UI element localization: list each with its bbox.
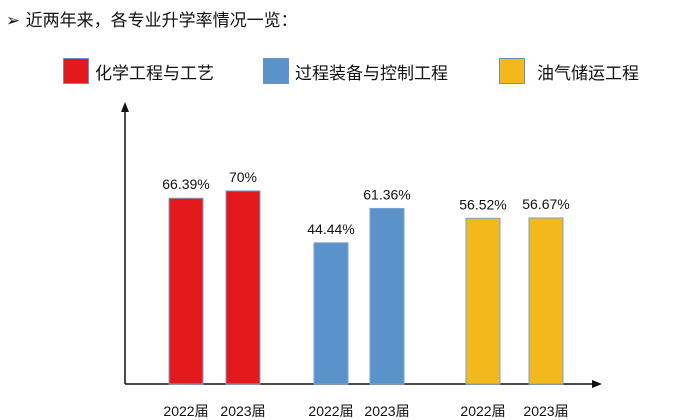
data-label: 56.52% bbox=[459, 196, 506, 212]
x-tick-label: 2022届 bbox=[460, 403, 505, 419]
legend-swatch bbox=[499, 58, 525, 84]
legend-swatch bbox=[63, 58, 89, 84]
data-label: 61.36% bbox=[363, 186, 410, 202]
y-axis-arrow-icon bbox=[121, 102, 129, 112]
legend-label: 化学工程与工艺 bbox=[95, 63, 214, 84]
data-label: 70% bbox=[229, 169, 257, 185]
x-tick-label: 2023届 bbox=[523, 403, 568, 419]
legend-label: 油气储运工程 bbox=[537, 63, 639, 84]
legend-item-oilgas: 油气储运工程 bbox=[499, 58, 639, 84]
x-tick-label: 2022届 bbox=[163, 403, 208, 419]
legend-swatch bbox=[263, 58, 289, 84]
data-label: 66.39% bbox=[162, 176, 209, 192]
legend-item-chemical: 化学工程与工艺 bbox=[63, 58, 214, 84]
legend-item-process: 过程装备与控制工程 bbox=[263, 58, 448, 84]
x-axis-arrow-icon bbox=[592, 380, 602, 388]
x-tick-label: 2023届 bbox=[364, 403, 409, 419]
legend-label: 过程装备与控制工程 bbox=[295, 63, 448, 84]
bar bbox=[225, 190, 261, 385]
bar bbox=[528, 217, 564, 385]
slide-title: ➢ 近两年来，各专业升学率情况一览： bbox=[6, 11, 298, 31]
data-label: 44.44% bbox=[307, 221, 354, 237]
data-label: 56.67% bbox=[522, 196, 569, 212]
bar bbox=[313, 242, 349, 385]
bar bbox=[168, 197, 204, 385]
bar bbox=[465, 217, 501, 385]
x-tick-label: 2023届 bbox=[220, 403, 265, 419]
x-tick-label: 2022届 bbox=[308, 403, 353, 419]
bar bbox=[369, 207, 405, 385]
